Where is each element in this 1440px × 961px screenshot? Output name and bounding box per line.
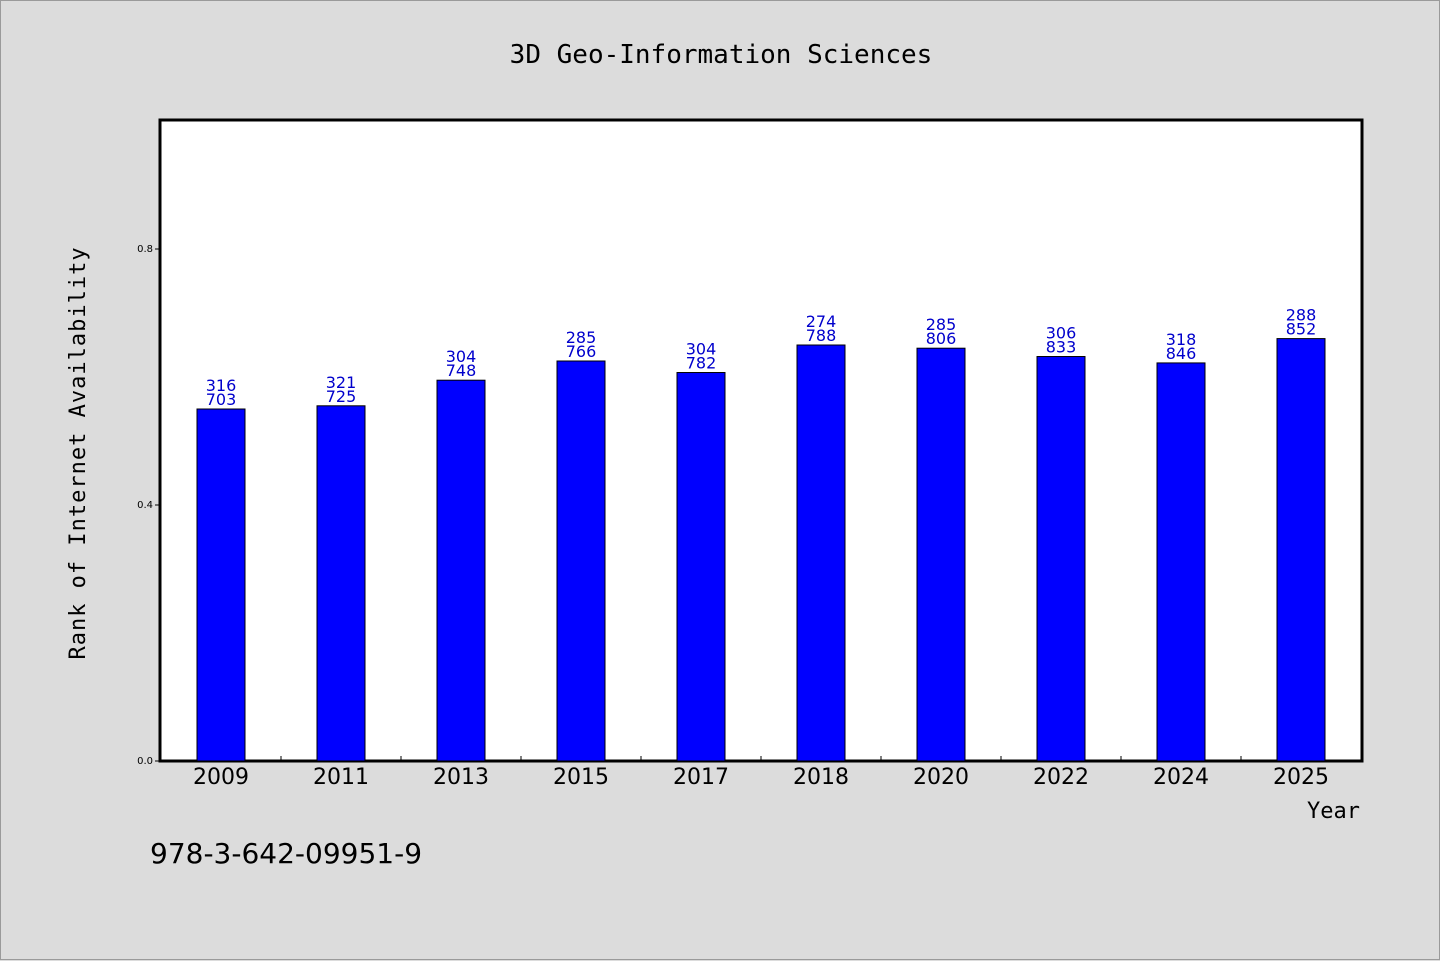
bar-2017 <box>676 372 726 762</box>
bar-2024 <box>1156 362 1206 762</box>
x-tick-label-2013: 2013 <box>433 765 489 790</box>
data-label-2011-1: 321 <box>326 373 357 392</box>
data-label-2015-2: 766 <box>566 342 597 361</box>
isbn-footer: 978-3-642-09951-9 <box>150 837 422 870</box>
data-label-2025-2: 852 <box>1286 320 1317 339</box>
bar-2011 <box>316 405 366 762</box>
data-label-2013-1: 304 <box>446 347 477 366</box>
data-label-2009-2: 703 <box>206 390 237 409</box>
y-ticks-group: 0.0 0.4 0.8 <box>137 244 161 767</box>
data-label-2017-2: 782 <box>686 354 717 373</box>
y-axis-label: Rank of Internet Availability <box>66 246 91 659</box>
x-tick-label-2009: 2009 <box>193 765 249 790</box>
bar-2018 <box>796 344 846 762</box>
data-label-2018-1: 274 <box>806 312 837 331</box>
data-label-2017-1: 304 <box>686 340 717 359</box>
y-tick-label-0.8: 0.8 <box>137 244 153 255</box>
bar-2025 <box>1276 338 1326 762</box>
x-ticks-group: 2009 2011 2013 2015 2017 2018 2020 2022 2024 2025 <box>193 756 1329 790</box>
x-tick-label-2018: 2018 <box>793 765 849 790</box>
bar-2013 <box>436 379 486 762</box>
x-tick-label-2015: 2015 <box>553 765 609 790</box>
data-label-2015-1: 285 <box>566 328 597 347</box>
y-tick-label-0.0: 0.0 <box>137 756 153 767</box>
bar-2020 <box>916 347 966 762</box>
data-label-2013-2: 748 <box>446 361 477 380</box>
x-tick-label-2020: 2020 <box>913 765 969 790</box>
data-label-2011-2: 725 <box>326 387 357 406</box>
x-axis-label: Year <box>1307 799 1360 824</box>
bar-2022 <box>1036 356 1086 762</box>
bar-2015 <box>556 360 606 762</box>
data-label-2022-2: 833 <box>1046 338 1077 357</box>
y-tick-label-0.4: 0.4 <box>137 500 153 511</box>
data-label-2024-1: 318 <box>1166 330 1197 349</box>
data-label-2018-2: 788 <box>806 326 837 345</box>
bar-2009 <box>196 408 246 762</box>
x-tick-label-2025: 2025 <box>1273 765 1329 790</box>
data-label-2020-2: 806 <box>926 329 957 348</box>
chart-title: 3D Geo-Information Sciences <box>510 40 933 70</box>
data-label-2024-2: 846 <box>1166 344 1197 363</box>
data-label-2022-1: 306 <box>1046 324 1077 343</box>
data-label-2020-1: 285 <box>926 315 957 334</box>
data-label-2025-1: 288 <box>1286 306 1317 325</box>
x-tick-label-2011: 2011 <box>313 765 369 790</box>
x-tick-label-2017: 2017 <box>673 765 729 790</box>
data-label-2009-1: 316 <box>206 376 237 395</box>
x-tick-label-2022: 2022 <box>1033 765 1089 790</box>
x-tick-label-2024: 2024 <box>1153 765 1209 790</box>
